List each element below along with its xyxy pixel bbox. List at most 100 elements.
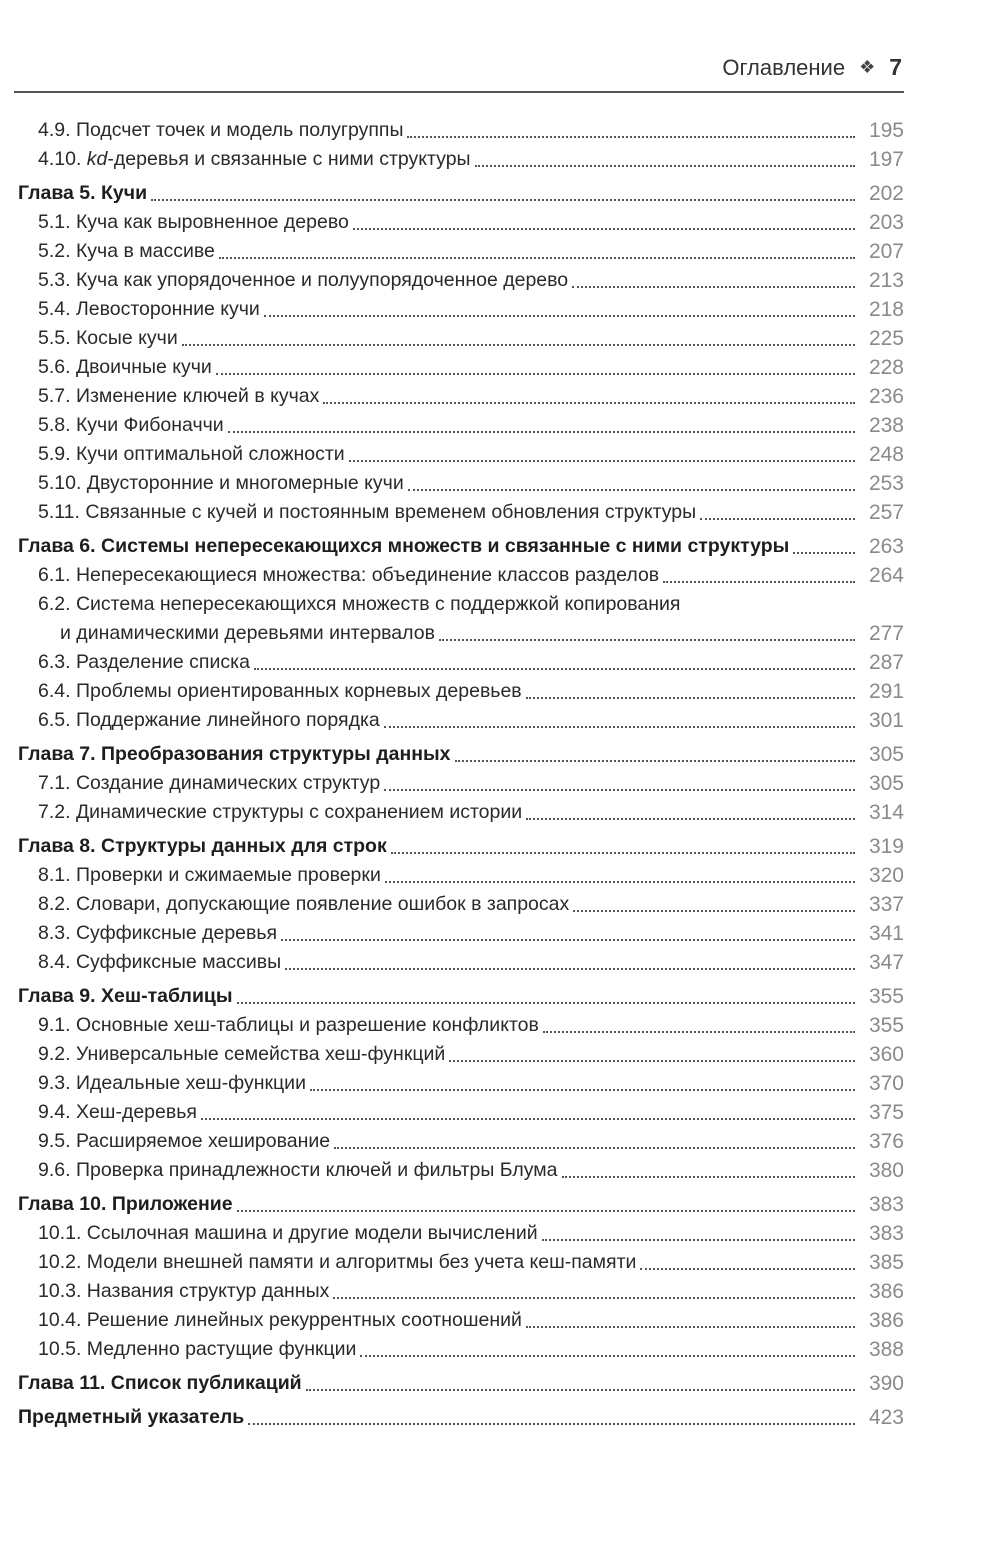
entry-number: Глава 6. xyxy=(18,535,96,557)
dot-leader xyxy=(248,1423,855,1425)
entry-title: 10.3. Названия структур данных xyxy=(38,1277,329,1306)
entry-text: Ссылочная машина и другие модели вычисле… xyxy=(86,1222,538,1244)
entry-continuation: и динамическими деревьями интервалов xyxy=(60,622,435,644)
entry-title: 5.11. Связанные с кучей и постоянным вре… xyxy=(38,498,696,527)
dot-leader xyxy=(700,518,855,520)
dot-leader xyxy=(281,939,855,941)
entry-text: Хеш-таблицы xyxy=(101,985,233,1007)
entry-text: Кучи оптимальной сложности xyxy=(75,443,345,465)
entry-page: 383 xyxy=(868,1193,904,1216)
toc-section: 6.3. Разделение списка 287 xyxy=(0,648,910,677)
entry-number: 5.10. xyxy=(38,472,82,494)
toc-section: 9.5. Расширяемое хеширование 376 xyxy=(0,1127,910,1156)
entry-page: 225 xyxy=(868,327,904,350)
entry-page: 376 xyxy=(868,1130,904,1153)
dot-leader xyxy=(333,1297,855,1299)
dot-leader xyxy=(390,852,855,854)
entry-number: 8.4. xyxy=(38,951,71,973)
toc-section: 9.4. Хеш-деревья 375 xyxy=(0,1098,910,1127)
toc-section: 5.8. Кучи Фибоначчи 238 xyxy=(0,411,910,440)
entry-page: 390 xyxy=(868,1372,904,1395)
entry-title: 5.1. Куча как выровненное дерево xyxy=(38,208,349,237)
entry-page: 388 xyxy=(868,1338,904,1361)
entry-title: 5.6. Двоичные кучи xyxy=(38,353,212,382)
toc-section: 5.9. Кучи оптимальной сложности 248 xyxy=(0,440,910,469)
toc-section: 10.3. Названия структур данных 386 xyxy=(0,1277,910,1306)
dot-leader xyxy=(572,286,855,288)
entry-number: 10.5. xyxy=(38,1338,82,1360)
entry-title: 9.4. Хеш-деревья xyxy=(38,1098,197,1127)
entry-text: Названия структур данных xyxy=(86,1280,330,1302)
entry-text: Динамические структуры с сохранением ист… xyxy=(75,801,523,823)
entry-title: Глава 9. Хеш-таблицы xyxy=(18,982,233,1011)
dot-leader xyxy=(200,1118,855,1120)
entry-page: 195 xyxy=(868,119,904,142)
entry-text: Предметный указатель xyxy=(18,1406,245,1428)
entry-text: Словари, допускающие появление ошибок в … xyxy=(75,893,570,915)
entry-number: 9.3. xyxy=(38,1072,71,1094)
toc-section: 10.1. Ссылочная машина и другие модели в… xyxy=(0,1219,910,1248)
entry-page: 228 xyxy=(868,356,904,379)
entry-text: Список публикаций xyxy=(110,1372,302,1394)
entry-text: Медленно растущие функции xyxy=(86,1338,357,1360)
entry-text: Решение линейных рекуррентных соотношени… xyxy=(86,1309,522,1331)
toc-chapter: Глава 7. Преобразования структуры данных… xyxy=(0,740,910,769)
entry-title: 6.5. Поддержание линейного порядка xyxy=(38,706,380,735)
dot-leader xyxy=(525,1326,855,1328)
entry-page: 337 xyxy=(868,893,904,916)
entry-number: 9.6. xyxy=(38,1159,71,1181)
dot-leader xyxy=(236,1002,855,1004)
entry-title: 5.8. Кучи Фибоначчи xyxy=(38,411,224,440)
entry-title: 5.10. Двусторонние и многомерные кучи xyxy=(38,469,404,498)
entry-text: Кучи xyxy=(101,182,148,204)
entry-number: 5.7. xyxy=(38,385,71,407)
entry-number: 5.9. xyxy=(38,443,71,465)
entry-text: Расширяемое хеширование xyxy=(75,1130,331,1152)
entry-page: 386 xyxy=(868,1309,904,1332)
toc-section: 10.2. Модели внешней памяти и алгоритмы … xyxy=(0,1248,910,1277)
entry-title: 4.10. kd-деревья и связанные с ними стру… xyxy=(38,145,471,174)
entry-text: Идеальные хеш-функции xyxy=(75,1072,306,1094)
entry-number: 6.3. xyxy=(38,651,71,673)
entry-number: 4.9. xyxy=(38,119,71,141)
entry-title: 9.6. Проверка принадлежности ключей и фи… xyxy=(38,1156,558,1185)
toc-section: 9.1. Основные хеш-таблицы и разрешение к… xyxy=(0,1011,910,1040)
dot-leader xyxy=(334,1147,855,1149)
dot-leader xyxy=(181,344,855,346)
entry-title: 4.9. Подсчет точек и модель полугруппы xyxy=(38,116,403,145)
toc-section: 7.2. Динамические структуры с сохранение… xyxy=(0,798,910,827)
entry-number: 6.4. xyxy=(38,680,71,702)
entry-text: Проверки и сжимаемые проверки xyxy=(75,864,381,886)
entry-title: 10.4. Решение линейных рекуррентных соот… xyxy=(38,1306,522,1335)
entry-text: Суффиксные массивы xyxy=(75,951,282,973)
entry-page: 375 xyxy=(868,1101,904,1124)
entry-page: 305 xyxy=(868,772,904,795)
dot-leader xyxy=(663,581,855,583)
toc-section: 8.1. Проверки и сжимаемые проверки 320 xyxy=(0,861,910,890)
toc-section: 5.11. Связанные с кучей и постоянным вре… xyxy=(0,498,910,527)
entry-page: 319 xyxy=(868,835,904,858)
entry-text: Левосторонние кучи xyxy=(75,298,260,320)
entry-title: 7.2. Динамические структуры с сохранение… xyxy=(38,798,522,827)
entry-page: 203 xyxy=(868,211,904,234)
entry-title: 6.1. Непересекающиеся множества: объедин… xyxy=(38,561,659,590)
entry-title: 7.1. Создание динамических структур xyxy=(38,769,380,798)
entry-number: 5.6. xyxy=(38,356,71,378)
entry-page: 287 xyxy=(868,651,904,674)
entry-number: 9.2. xyxy=(38,1043,71,1065)
entry-text: Создание динамических структур xyxy=(75,772,381,794)
entry-text: Связанные с кучей и постоянным временем … xyxy=(85,501,697,523)
toc-section: 8.2. Словари, допускающие появление ошиб… xyxy=(0,890,910,919)
header-title: Оглавление xyxy=(722,54,846,80)
entry-number: 8.2. xyxy=(38,893,71,915)
entry-page: 257 xyxy=(868,501,904,524)
toc-section: 5.7. Изменение ключей в кучах 236 xyxy=(0,382,910,411)
dot-leader xyxy=(323,402,855,404)
entry-number: Глава 8. xyxy=(18,835,96,857)
entry-number: 8.3. xyxy=(38,922,71,944)
toc-section: 6.4. Проблемы ориентированных корневых д… xyxy=(0,677,910,706)
toc-chapter: Глава 5. Кучи 202 xyxy=(0,179,910,208)
entry-text: Кучи Фибоначчи xyxy=(75,414,224,436)
toc-section: и динамическими деревьями интервалов 277 xyxy=(0,619,910,648)
toc-section: 5.1. Куча как выровненное дерево 203 xyxy=(0,208,910,237)
